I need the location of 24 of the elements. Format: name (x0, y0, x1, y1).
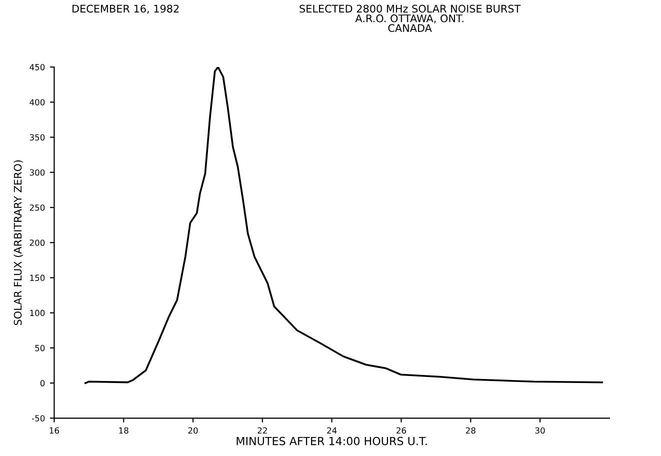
y-tick-label: 450 (30, 64, 45, 70)
y-tick-label: 100 (30, 310, 45, 316)
line-series (84, 67, 604, 384)
x-axis-title: MINUTES AFTER 14:00 HOURS U.T. (236, 436, 427, 446)
x-tick-label: 24 (327, 427, 337, 434)
chart-subtitle: DECEMBER 16, 1982 (72, 4, 179, 14)
x-tick-label: 18 (119, 427, 128, 434)
chart-title: SELECTED 2800 MHz SOLAR NOISE BURST A.R.O. OTTAWA, ONT. CANADA (300, 4, 521, 32)
y-tick-label: -50 (32, 415, 45, 422)
x-tick-label: 20 (188, 427, 198, 434)
y-tick-label: 200 (30, 240, 45, 246)
y-tick-label: 400 (30, 99, 45, 106)
y-tick-label: 250 (30, 204, 45, 211)
x-tick-label: 30 (535, 427, 545, 434)
x-tick-label: 16 (50, 427, 59, 434)
y-tick-label: 350 (30, 134, 45, 141)
x-tick-label: 26 (396, 427, 406, 434)
y-tick-label: 150 (30, 274, 45, 281)
y-tick-label: 50 (35, 344, 45, 352)
y-tick-label: 0 (40, 380, 45, 386)
y-axis-title: SOLAR FLUX (ARBITRARY ZERO) (14, 160, 23, 326)
y-tick-label: 300 (30, 169, 45, 176)
x-tick-label: 22 (258, 427, 267, 434)
x-tick-label: 28 (466, 427, 476, 434)
